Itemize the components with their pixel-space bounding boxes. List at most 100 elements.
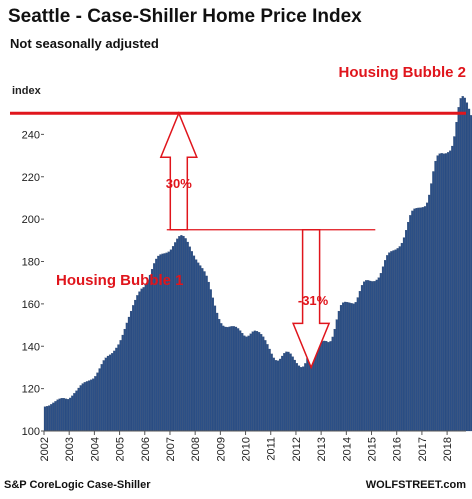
bar xyxy=(201,268,204,432)
bar xyxy=(253,330,256,432)
bar xyxy=(323,340,326,432)
bar xyxy=(98,368,101,432)
bar xyxy=(66,399,70,432)
bar xyxy=(400,242,403,432)
bar xyxy=(358,291,361,432)
bar xyxy=(192,255,196,432)
bar xyxy=(64,398,68,432)
y-tick-label: 180 xyxy=(22,257,40,269)
bar xyxy=(220,323,223,432)
bar xyxy=(216,312,219,432)
bar xyxy=(394,249,397,432)
bar xyxy=(85,381,89,432)
x-tick-label: 2016 xyxy=(392,437,404,461)
bar xyxy=(268,348,271,432)
bar xyxy=(447,152,450,432)
bar xyxy=(188,246,191,432)
y-axis-label: index xyxy=(12,85,42,97)
bar xyxy=(119,340,122,432)
bar xyxy=(302,366,305,432)
bar xyxy=(428,194,431,432)
bar xyxy=(289,353,292,432)
bar xyxy=(470,115,472,432)
bar xyxy=(230,326,233,432)
bar xyxy=(129,310,133,432)
bar xyxy=(232,326,235,432)
bar xyxy=(251,331,254,432)
bar xyxy=(218,319,221,432)
bar xyxy=(304,363,307,432)
bar xyxy=(209,289,212,432)
x-tick-label: 2017 xyxy=(417,437,429,461)
bar xyxy=(150,269,154,432)
bar xyxy=(255,331,259,432)
bar xyxy=(455,121,458,432)
bar xyxy=(266,344,269,432)
bar xyxy=(398,246,401,432)
bar xyxy=(451,145,454,432)
bar xyxy=(184,238,187,432)
bar xyxy=(426,202,429,432)
y-tick-label: 220 xyxy=(22,172,40,184)
chart-title: Seattle - Case-Shiller Home Price Index xyxy=(8,6,362,27)
bar xyxy=(468,108,471,432)
bar xyxy=(260,334,263,432)
y-tick-label: 100 xyxy=(22,426,40,438)
bar xyxy=(62,398,65,432)
bar xyxy=(344,301,347,432)
bar xyxy=(71,395,74,432)
bar xyxy=(213,305,217,432)
bar xyxy=(449,150,452,432)
brand-label: WOLFSTREET.com xyxy=(365,479,466,491)
bar xyxy=(417,207,420,432)
x-tick-label: 2011 xyxy=(266,437,278,461)
bar xyxy=(108,354,112,432)
bar xyxy=(121,334,124,432)
bar xyxy=(453,136,456,432)
bar xyxy=(392,250,395,432)
bar xyxy=(104,357,107,432)
bar xyxy=(186,241,189,432)
bar xyxy=(228,326,231,432)
bar xyxy=(94,376,97,432)
bar xyxy=(241,333,244,432)
bar xyxy=(306,358,309,432)
source-note: S&P CoreLogic Case-Shiller xyxy=(4,479,151,491)
bar xyxy=(293,359,296,432)
bar xyxy=(134,299,137,432)
bar xyxy=(350,303,353,432)
x-tick-label: 2008 xyxy=(190,437,202,461)
bar xyxy=(247,335,250,432)
bar xyxy=(190,251,194,432)
bar xyxy=(83,382,86,432)
bar xyxy=(132,305,135,432)
x-tick-label: 2006 xyxy=(140,437,152,461)
bar xyxy=(291,356,294,432)
bar xyxy=(81,383,84,432)
bar xyxy=(434,160,437,432)
bar xyxy=(237,328,240,432)
bar xyxy=(58,398,61,432)
bar xyxy=(234,326,238,432)
bar xyxy=(224,326,227,432)
bar xyxy=(335,319,338,432)
chart-subtitle: Not seasonally adjusted xyxy=(10,36,159,51)
bar xyxy=(92,378,95,432)
bar xyxy=(442,153,445,432)
bar xyxy=(146,280,149,432)
bar xyxy=(356,297,359,432)
bar xyxy=(459,98,462,432)
bar xyxy=(300,367,303,432)
bar xyxy=(245,336,248,432)
x-tick-label: 2009 xyxy=(215,437,227,461)
bar xyxy=(96,372,99,432)
x-tick-label: 2005 xyxy=(115,437,127,461)
x-tick-label: 2003 xyxy=(64,437,76,461)
bar xyxy=(195,259,198,432)
bubble2-label: Housing Bubble 2 xyxy=(339,64,467,81)
x-tick-label: 2002 xyxy=(39,437,51,461)
bar xyxy=(346,302,349,432)
bar xyxy=(465,102,469,432)
bar xyxy=(360,285,364,432)
